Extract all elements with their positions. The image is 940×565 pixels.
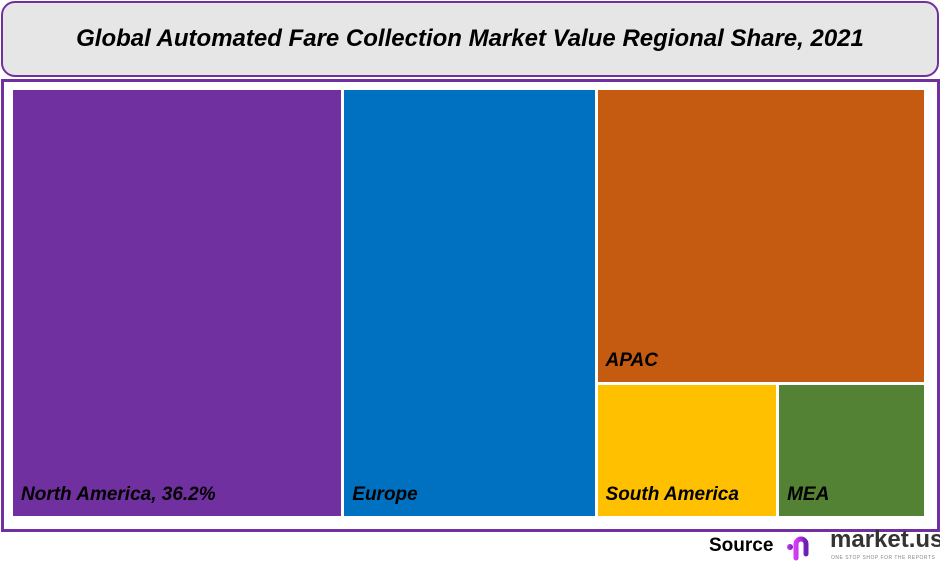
treemap-label: MEA [787,483,830,505]
source-label: Source [709,535,774,556]
treemap-cell-europe: Europe [344,90,595,516]
treemap-label: South America [605,483,739,505]
treemap-label: Europe [352,484,418,505]
treemap-cell-north-america: North America, 36.2% [13,90,342,516]
treemap-label: APAC [605,349,658,371]
logo-tagline: ONE STOP SHOP FOR THE REPORTS [831,555,936,561]
logo-text: market.us [830,526,940,553]
treemap-cell-south-america: South America [597,384,777,516]
treemap-cell-mea: MEA [779,384,924,516]
treemap-cell-apac: APAC [597,90,924,382]
title-box: Global Automated Fare Collection Market … [1,1,939,77]
treemap-label: North America, 36.2% [21,484,216,505]
chart-title: Global Automated Fare Collection Market … [76,25,864,52]
market-us-logo-icon [787,533,824,561]
treemap-plot: North America, 36.2% Europe APAC South Amer… [13,90,924,516]
